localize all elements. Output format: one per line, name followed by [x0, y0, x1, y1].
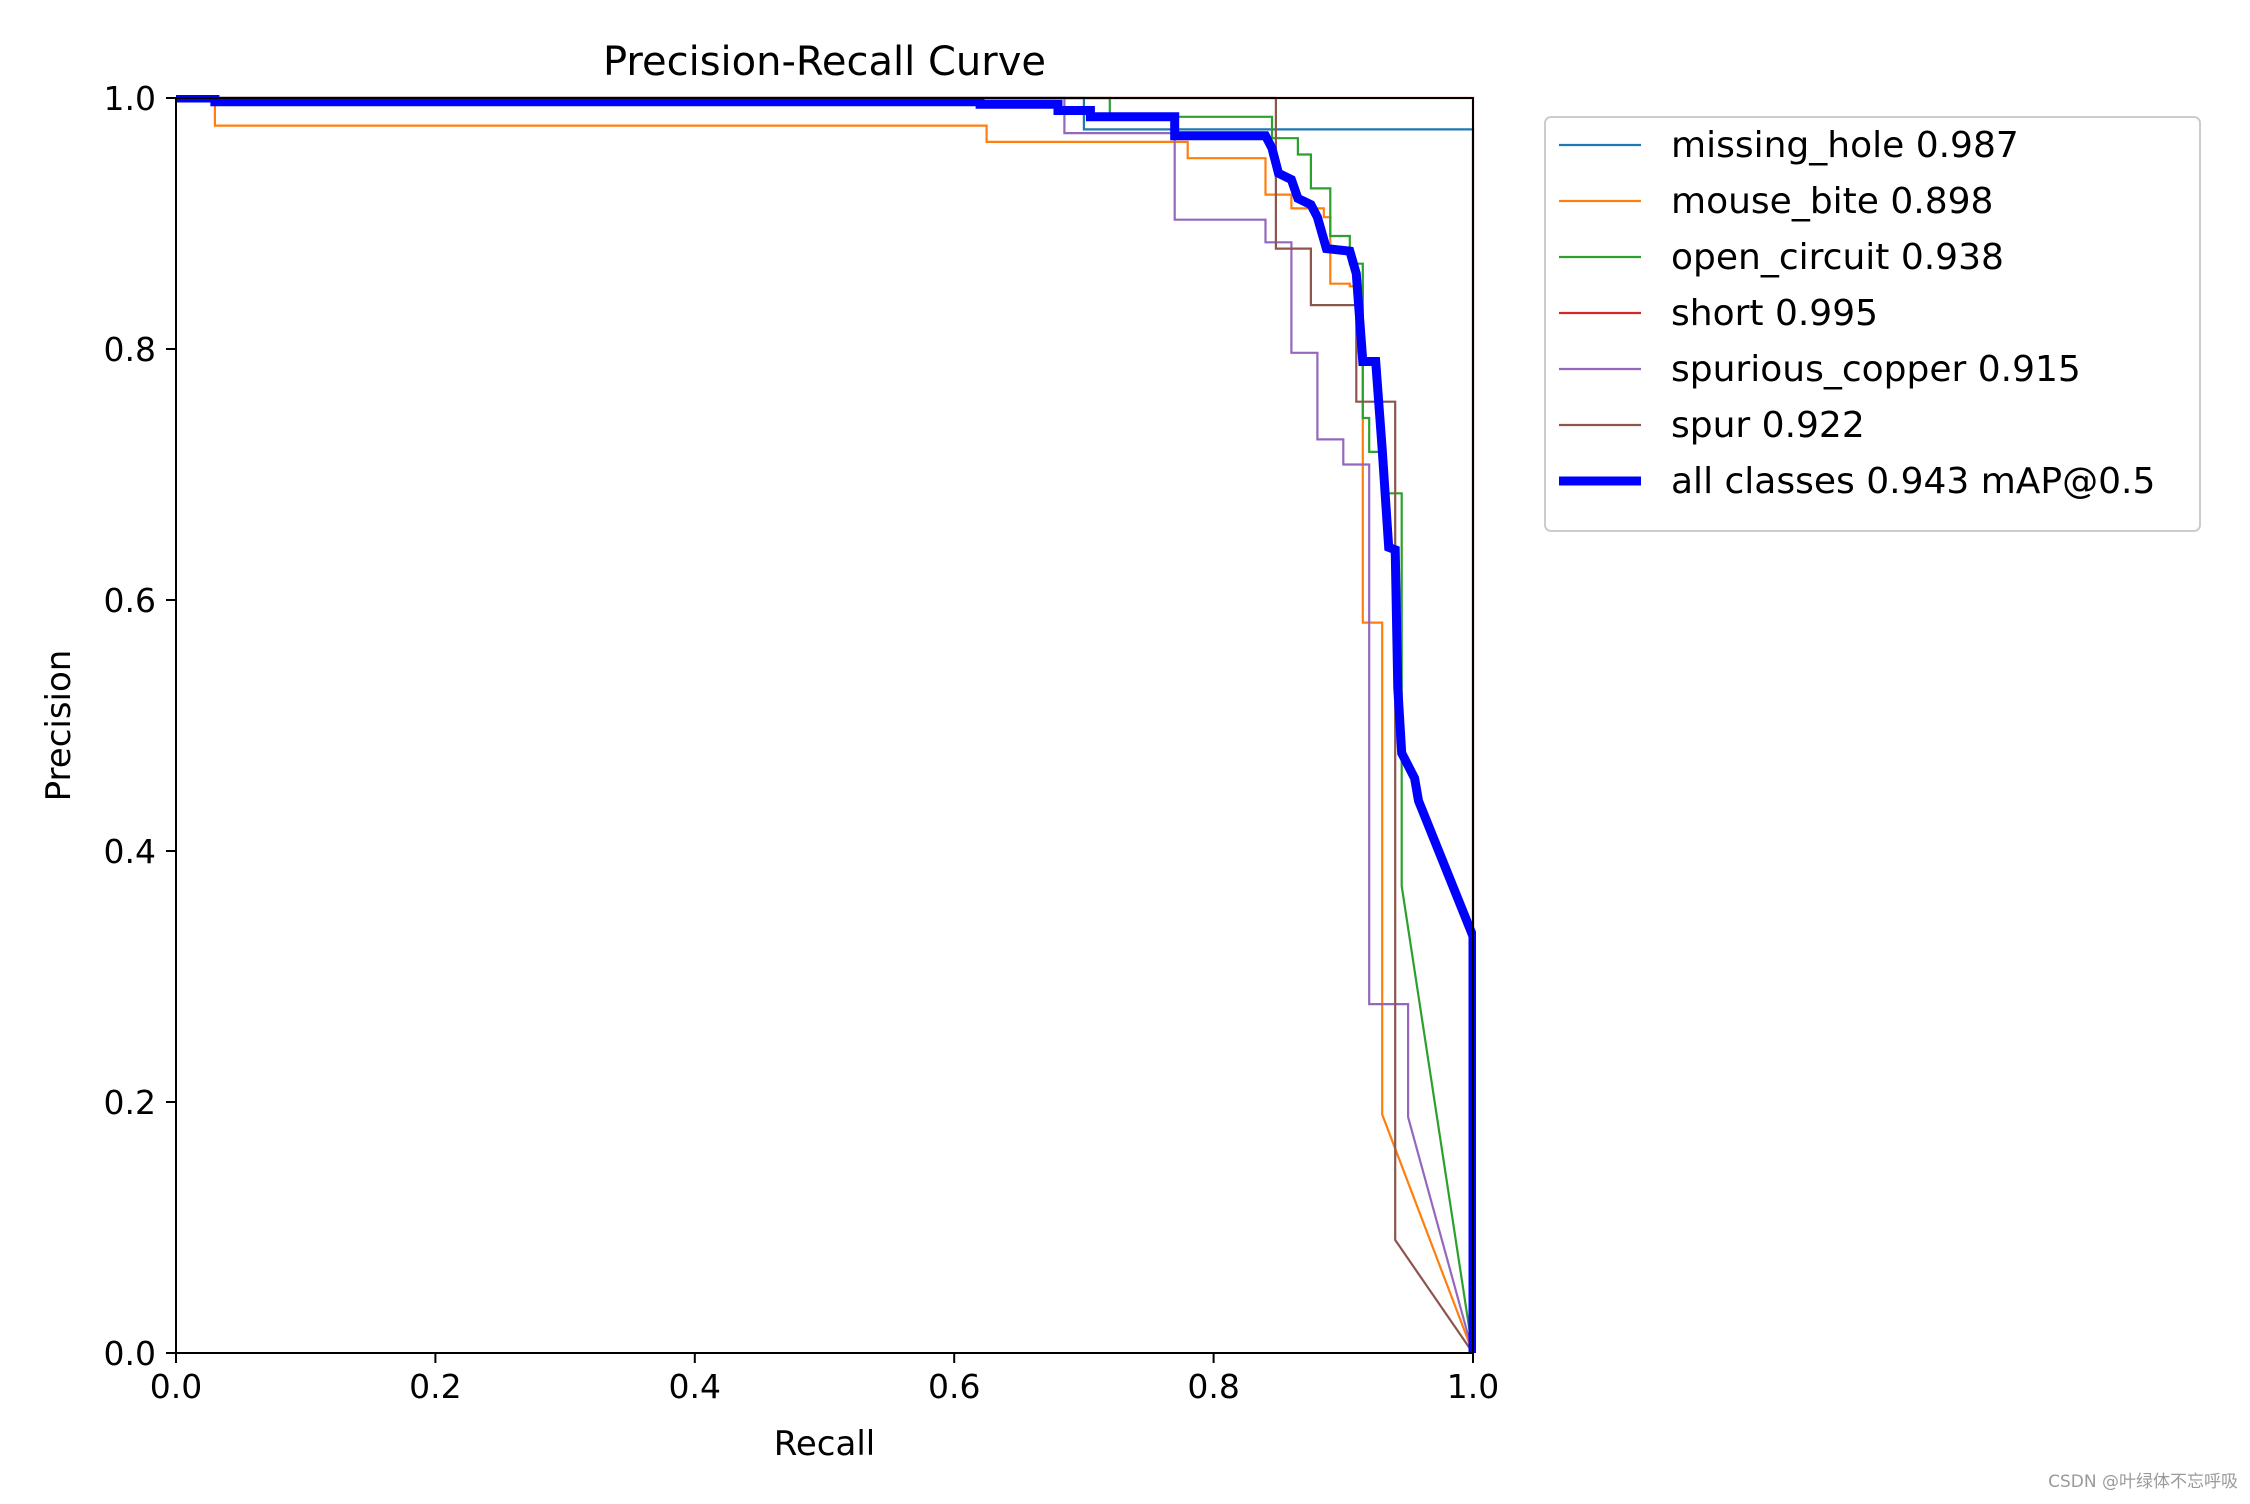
legend-label-6: all classes 0.943 mAP@0.5: [1671, 461, 2155, 502]
legend-label-3: short 0.995: [1671, 293, 1878, 334]
series-line-0: [176, 96, 1475, 1353]
watermark-text: CSDN @叶绿体不忘呼吸: [2048, 1472, 2238, 1492]
y-axis-label: Precision: [39, 650, 79, 802]
series-line-6: [176, 95, 1476, 1353]
y-tick-label: 0.4: [104, 832, 156, 871]
legend-label-5: spur 0.922: [1671, 405, 1865, 446]
legend-label-0: missing_hole 0.987: [1671, 125, 2019, 166]
legend-label-4: spurious_copper 0.915: [1671, 349, 2081, 390]
x-axis-label: Recall: [774, 1424, 875, 1464]
y-tick-label: 1.0: [104, 79, 156, 118]
x-tick-label: 1.0: [1447, 1367, 1499, 1406]
y-tick-label: 0.8: [104, 330, 156, 369]
legend-box: [1544, 116, 2201, 532]
y-tick-label: 0.6: [104, 581, 156, 620]
plot-frame: [175, 97, 1474, 1354]
y-tick-label: 0.2: [104, 1083, 156, 1122]
series-line-1: [176, 96, 1475, 1354]
chart-title: Precision-Recall Curve: [603, 39, 1046, 85]
series-line-3: [176, 96, 1475, 1353]
legend-label-2: open_circuit 0.938: [1671, 237, 2004, 278]
x-tick-label: 0.2: [409, 1367, 461, 1406]
series-line-4: [176, 96, 1475, 1354]
series-line-2: [176, 96, 1475, 1354]
x-tick-label: 0.0: [150, 1367, 202, 1406]
legend-label-1: mouse_bite 0.898: [1671, 181, 1993, 222]
y-tick-label: 0.0: [104, 1334, 156, 1373]
x-tick-label: 0.8: [1187, 1367, 1239, 1406]
series-line-5: [176, 96, 1474, 1354]
x-tick-label: 0.6: [928, 1367, 980, 1406]
x-tick-label: 0.4: [669, 1367, 721, 1406]
